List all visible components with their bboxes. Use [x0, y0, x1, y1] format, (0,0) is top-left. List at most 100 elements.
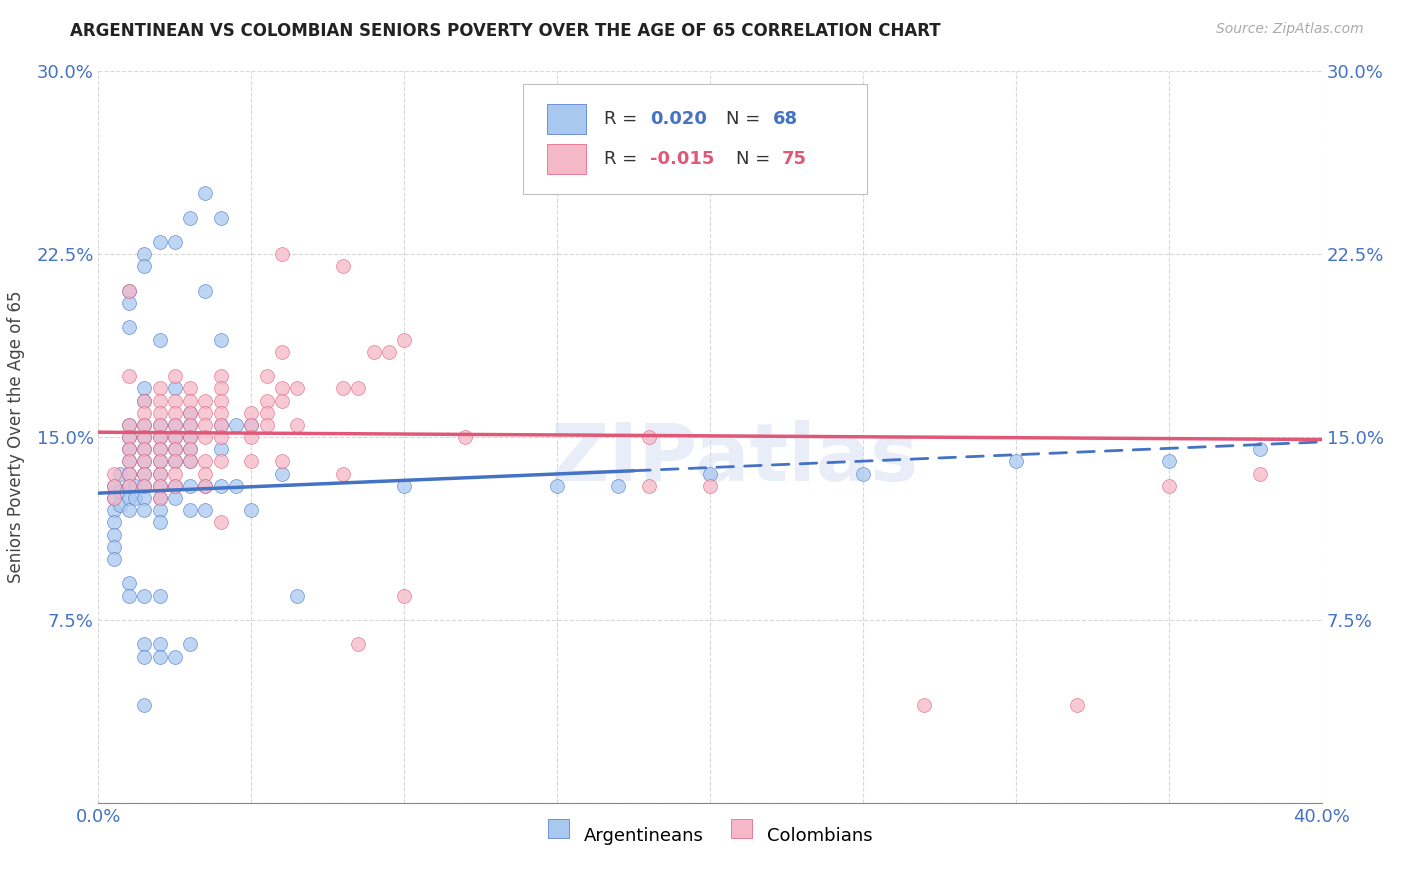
Point: [332, 381, 354, 395]
Point: [149, 333, 172, 347]
Point: [209, 417, 232, 432]
Point: [134, 430, 156, 444]
Point: [149, 454, 172, 468]
Point: [194, 503, 217, 517]
Point: [332, 467, 354, 481]
Point: [108, 499, 131, 513]
Point: [149, 442, 172, 457]
Point: [179, 442, 201, 457]
Point: [378, 344, 401, 359]
Point: [270, 247, 292, 261]
Text: ARGENTINEAN VS COLOMBIAN SENIORS POVERTY OVER THE AGE OF 65 CORRELATION CHART: ARGENTINEAN VS COLOMBIAN SENIORS POVERTY…: [70, 22, 941, 40]
Point: [179, 406, 201, 420]
Point: [108, 467, 131, 481]
Point: [607, 479, 630, 493]
Point: [118, 479, 141, 493]
Point: [134, 503, 156, 517]
Point: [194, 467, 217, 481]
Point: [118, 430, 141, 444]
Point: [134, 479, 156, 493]
Point: [118, 284, 141, 298]
Point: [179, 454, 201, 468]
Point: [163, 467, 186, 481]
Point: [118, 417, 141, 432]
Text: N =: N =: [725, 110, 766, 128]
Point: [149, 406, 172, 420]
Point: [392, 479, 416, 493]
Point: [163, 442, 186, 457]
FancyBboxPatch shape: [547, 103, 586, 135]
Point: [118, 576, 141, 591]
Point: [124, 491, 146, 505]
Point: [103, 491, 125, 505]
Point: [103, 479, 125, 493]
Text: ZIPatlas: ZIPatlas: [550, 420, 918, 498]
Point: [118, 296, 141, 310]
Point: [1066, 698, 1088, 713]
Point: [347, 381, 370, 395]
Point: [134, 698, 156, 713]
Point: [209, 417, 232, 432]
Point: [149, 479, 172, 493]
Point: [118, 467, 141, 481]
Point: [209, 454, 232, 468]
Point: [149, 637, 172, 651]
Point: [1249, 467, 1271, 481]
Point: [149, 491, 172, 505]
Point: [270, 454, 292, 468]
Point: [209, 211, 232, 225]
Point: [118, 442, 141, 457]
Point: [134, 406, 156, 420]
Point: [149, 467, 172, 481]
Point: [179, 442, 201, 457]
Point: [179, 430, 201, 444]
Point: [149, 516, 172, 530]
Text: 0.020: 0.020: [650, 110, 707, 128]
Point: [163, 430, 186, 444]
Point: [163, 393, 186, 408]
Point: [225, 479, 247, 493]
Text: -0.015: -0.015: [650, 150, 714, 168]
Point: [912, 698, 935, 713]
Point: [1157, 479, 1180, 493]
Point: [270, 381, 292, 395]
Point: [209, 333, 232, 347]
Point: [134, 479, 156, 493]
Point: [118, 284, 141, 298]
Point: [240, 454, 263, 468]
Point: [179, 479, 201, 493]
Point: [118, 454, 141, 468]
Point: [134, 393, 156, 408]
Point: [118, 454, 141, 468]
Point: [270, 344, 292, 359]
Point: [163, 417, 186, 432]
Point: [149, 491, 172, 505]
Point: [149, 235, 172, 249]
Point: [209, 381, 232, 395]
Point: [179, 417, 201, 432]
Point: [179, 406, 201, 420]
Point: [163, 381, 186, 395]
Point: [454, 430, 477, 444]
Point: [256, 393, 278, 408]
Y-axis label: Seniors Poverty Over the Age of 65: Seniors Poverty Over the Age of 65: [7, 291, 25, 583]
Point: [637, 479, 661, 493]
Point: [149, 381, 172, 395]
Point: [194, 479, 217, 493]
Point: [1157, 454, 1180, 468]
Point: [118, 479, 141, 493]
Point: [363, 344, 385, 359]
Point: [149, 503, 172, 517]
Point: [179, 454, 201, 468]
Point: [179, 417, 201, 432]
Point: [149, 589, 172, 603]
Point: [134, 649, 156, 664]
Point: [163, 417, 186, 432]
Point: [134, 381, 156, 395]
Point: [194, 454, 217, 468]
Text: Source: ZipAtlas.com: Source: ZipAtlas.com: [1216, 22, 1364, 37]
Point: [240, 503, 263, 517]
Point: [134, 491, 156, 505]
Point: [179, 393, 201, 408]
Point: [118, 442, 141, 457]
